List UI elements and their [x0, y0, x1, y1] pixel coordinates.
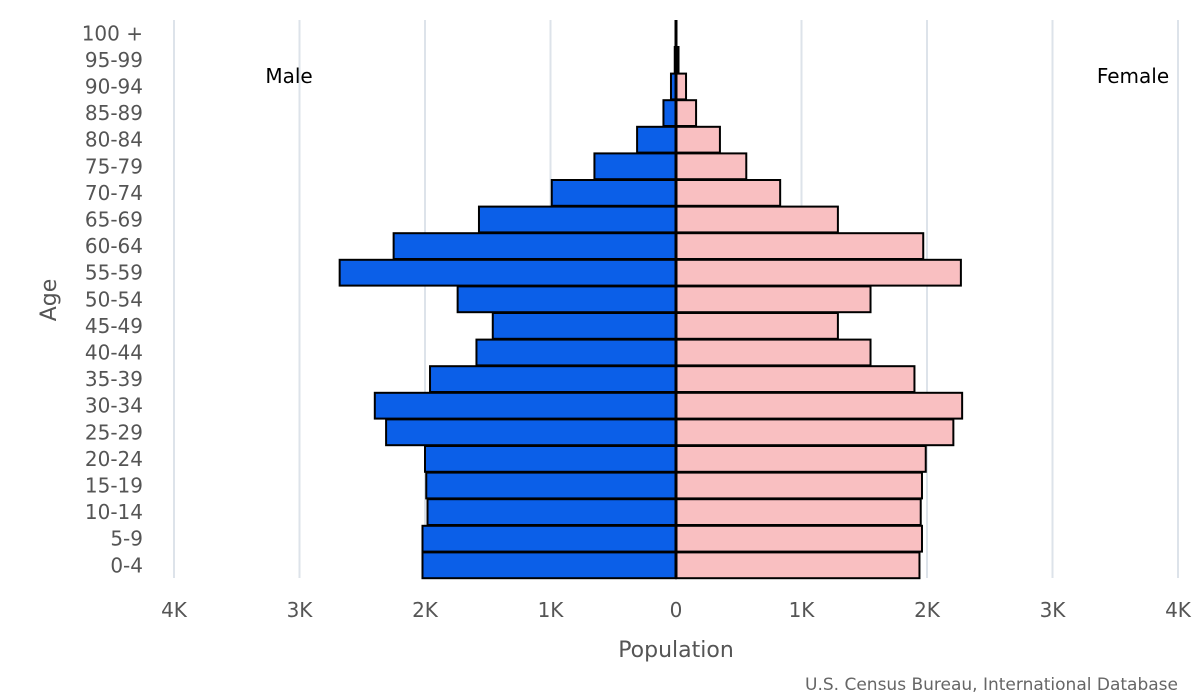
- y-tick-label: 35-39: [85, 367, 143, 391]
- male-bar: [636, 125, 677, 154]
- female-bar: [675, 179, 782, 207]
- y-tick-label: 75-79: [85, 154, 143, 178]
- x-tick-label: 2K: [412, 598, 439, 622]
- y-tick-label: 40-44: [85, 341, 143, 365]
- x-tick-label: 3K: [1040, 598, 1067, 622]
- y-tick-label: 5-9: [110, 527, 143, 551]
- x-tick-label: 4K: [1165, 598, 1192, 622]
- y-tick-label: 85-89: [85, 101, 143, 125]
- x-axis-ticks: 4K 3K 2K 1K 0 1K 2K 3K 4K: [161, 598, 1192, 622]
- male-bar: [475, 338, 677, 367]
- x-tick-label: 1K: [538, 598, 565, 622]
- y-tick-label: 100 +: [82, 21, 143, 45]
- female-bar: [675, 418, 955, 447]
- y-tick-label: 25-29: [85, 420, 143, 444]
- y-axis-title: Age: [37, 279, 62, 322]
- y-tick-label: 70-74: [85, 181, 143, 205]
- x-tick-label: 3K: [287, 598, 314, 622]
- y-tick-label: 60-64: [85, 234, 143, 258]
- female-bar: [675, 72, 688, 101]
- male-bar: [593, 152, 677, 181]
- male-bar: [392, 232, 677, 260]
- male-bar: [429, 365, 677, 394]
- y-tick-label: 20-24: [85, 447, 143, 471]
- female-bar: [675, 205, 839, 234]
- y-tick-label: 10-14: [85, 500, 143, 524]
- female-bar: [675, 338, 872, 367]
- male-bar: [456, 285, 677, 314]
- y-tick-label: 90-94: [85, 75, 143, 99]
- x-tick-label: 0: [670, 598, 683, 622]
- male-bar: [385, 418, 677, 447]
- male-bar: [373, 391, 677, 420]
- male-bar: [662, 99, 678, 127]
- y-tick-label: 55-59: [85, 261, 143, 285]
- source-credit: U.S. Census Bureau, International Databa…: [805, 675, 1178, 695]
- y-tick-label: 15-19: [85, 474, 143, 498]
- female-bar: [675, 258, 962, 287]
- female-bar: [675, 498, 922, 527]
- y-tick-label: 0-4: [110, 553, 143, 577]
- x-axis-title: Population: [618, 638, 734, 663]
- male-bar: [424, 445, 677, 473]
- female-bar: [675, 445, 927, 473]
- female-bar: [675, 391, 964, 420]
- female-side-label: Female: [1097, 64, 1169, 88]
- y-tick-label: 95-99: [85, 48, 143, 72]
- female-bar: [675, 365, 916, 394]
- x-tick-label: 1K: [789, 598, 816, 622]
- female-bar: [675, 524, 923, 553]
- y-tick-label: 45-49: [85, 314, 143, 338]
- female-bar: [675, 471, 923, 500]
- male-bar: [421, 551, 677, 580]
- male-bar: [550, 179, 678, 207]
- bars: [338, 46, 964, 580]
- female-bar: [675, 99, 698, 127]
- x-tick-label: 4K: [161, 598, 188, 622]
- male-bar: [338, 258, 677, 287]
- y-tick-label: 30-34: [85, 394, 143, 418]
- male-bar: [425, 471, 677, 500]
- male-bar: [426, 498, 678, 527]
- female-bar: [675, 551, 921, 580]
- female-bar: [675, 152, 748, 181]
- female-bar: [675, 312, 839, 340]
- female-bar: [675, 285, 872, 314]
- x-tick-label: 2K: [914, 598, 941, 622]
- y-tick-label: 65-69: [85, 208, 143, 232]
- female-bar: [675, 232, 925, 260]
- male-bar: [491, 312, 677, 340]
- y-tick-label: 80-84: [85, 128, 143, 152]
- male-bar: [421, 524, 677, 553]
- male-side-label: Male: [265, 64, 312, 88]
- y-tick-label: 50-54: [85, 287, 143, 311]
- female-bar: [675, 125, 721, 154]
- male-bar: [477, 205, 677, 234]
